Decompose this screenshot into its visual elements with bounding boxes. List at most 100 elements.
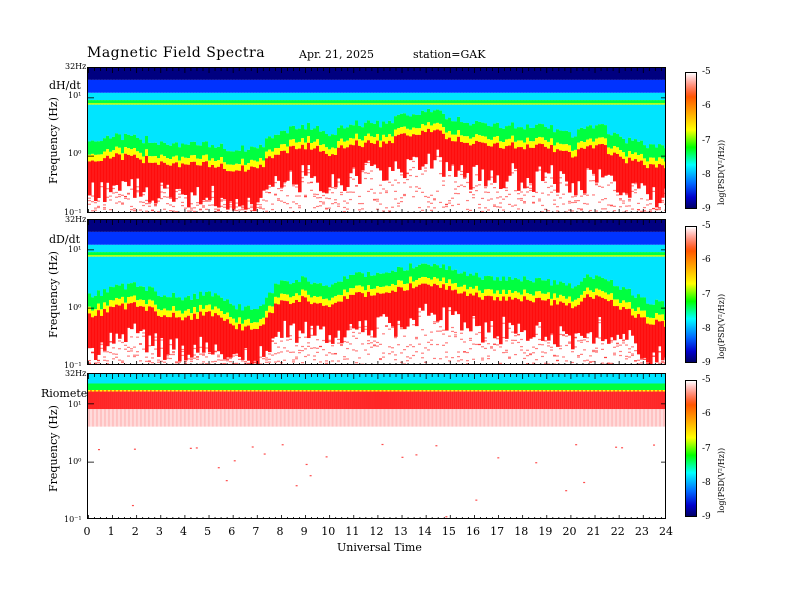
spectrum-cell [547,104,551,129]
spectrum-cell [202,155,206,162]
spectrum-cell [538,326,541,328]
spectrum-cell [538,92,542,101]
spectrum-cell [400,231,404,245]
spectrum-cell [580,231,584,245]
spectrum-cell [475,140,479,166]
spectrum-cell [643,165,647,186]
spectrum-cell [157,200,160,202]
spectrum-cell [88,220,92,232]
spectrum-cell [601,343,604,345]
spectrum-cell [493,205,496,207]
spectrum-cell [463,220,467,232]
spectrum-cell [508,104,512,126]
x-minor-tick [624,363,626,364]
spectrum-cell [166,144,170,159]
spectrum-cell [109,138,113,152]
spectrum-cell [217,220,221,232]
spectrum-cell [145,220,149,232]
spectrum-cell [478,290,482,298]
spectrum-cell [355,92,359,101]
spectrum-cell [415,336,418,339]
spectrum-cell [652,220,656,232]
spectrum-cell [589,180,592,182]
rio-cell [269,391,272,410]
spectrum-cell [406,252,410,257]
spectrum-cell [112,353,115,355]
spectrum-cell [166,256,170,298]
rio-cell [173,391,176,410]
spectrum-cell [595,100,599,105]
spectrum-cell [643,317,647,358]
rio-cell [189,391,192,410]
spectrum-cell [136,157,140,179]
x-minor-tick [498,209,499,212]
spectrum-cell [307,252,311,257]
spectrum-cell [178,189,181,191]
rio-cell [161,390,164,392]
spectrum-cell [244,256,248,307]
spectrum-cell [211,104,215,146]
spectrum-cell [610,68,614,80]
spectrum-cell [430,92,434,101]
spectrum-cell [538,343,541,346]
spectrum-cell [478,277,482,291]
spectrum-cell [304,68,308,80]
spectrum-cell [484,340,487,342]
x-minor-tick [582,220,584,223]
spectrum-cell [406,290,410,327]
spectrum-cell [613,92,617,101]
spectrum-cell [232,212,235,213]
spectrum-cell [223,79,227,93]
spectrum-cell [271,158,275,187]
spectrum-cell [106,155,110,183]
spectrum-cell [436,343,439,346]
x-minor-tick [208,68,210,73]
spectrum-cell [541,79,545,93]
spectrum-cell [580,127,584,142]
spectrum-cell [526,299,530,341]
spectrum-cell [454,192,457,195]
rio-cell [211,390,214,392]
rio-cell [229,409,232,427]
spectrum-cell [334,199,337,201]
spectrum-cell [358,332,361,334]
spectrum-cell [379,343,382,345]
spectrum-cell [514,79,518,93]
spectrum-cell [334,353,337,355]
rio-cell [205,409,208,427]
spectrum-cell [496,290,500,298]
spectrum-cell [577,252,581,257]
spectrum-cell [412,68,416,80]
spectrum-cell [292,252,296,257]
spectrum-cell [160,92,164,101]
spectrum-cell [400,100,404,105]
spectrum-cell [577,68,581,80]
spectrum-cell [307,281,311,295]
spectrum-cell [592,244,596,253]
spectrum-cell [511,342,514,344]
spectrum-cell [304,297,308,322]
x-minor-tick [522,361,524,364]
spectrum-cell [193,100,197,105]
rio-cell [133,448,136,450]
spectrum-cell [517,279,521,293]
spectrum-cell [595,68,599,80]
spectrum-cell [388,104,392,121]
spectrum-cell [493,100,497,105]
spectrum-cell [301,104,305,125]
spectrum-cell [622,200,625,202]
rio-cell [103,390,106,392]
spectrum-cell [133,231,137,245]
spectrum-cell [91,220,95,232]
x-minor-tick [311,220,312,223]
spectrum-cell [352,335,355,337]
spectrum-cell [313,282,317,297]
spectrum-cell [571,220,575,232]
spectrum-cell [556,210,559,212]
spectrum-cell [565,305,569,334]
spectrum-cell [517,252,521,257]
spectrum-cell [346,298,350,331]
spectrum-cell [187,144,191,159]
spectrum-cell [322,79,326,93]
x-minor-tick [377,68,379,73]
